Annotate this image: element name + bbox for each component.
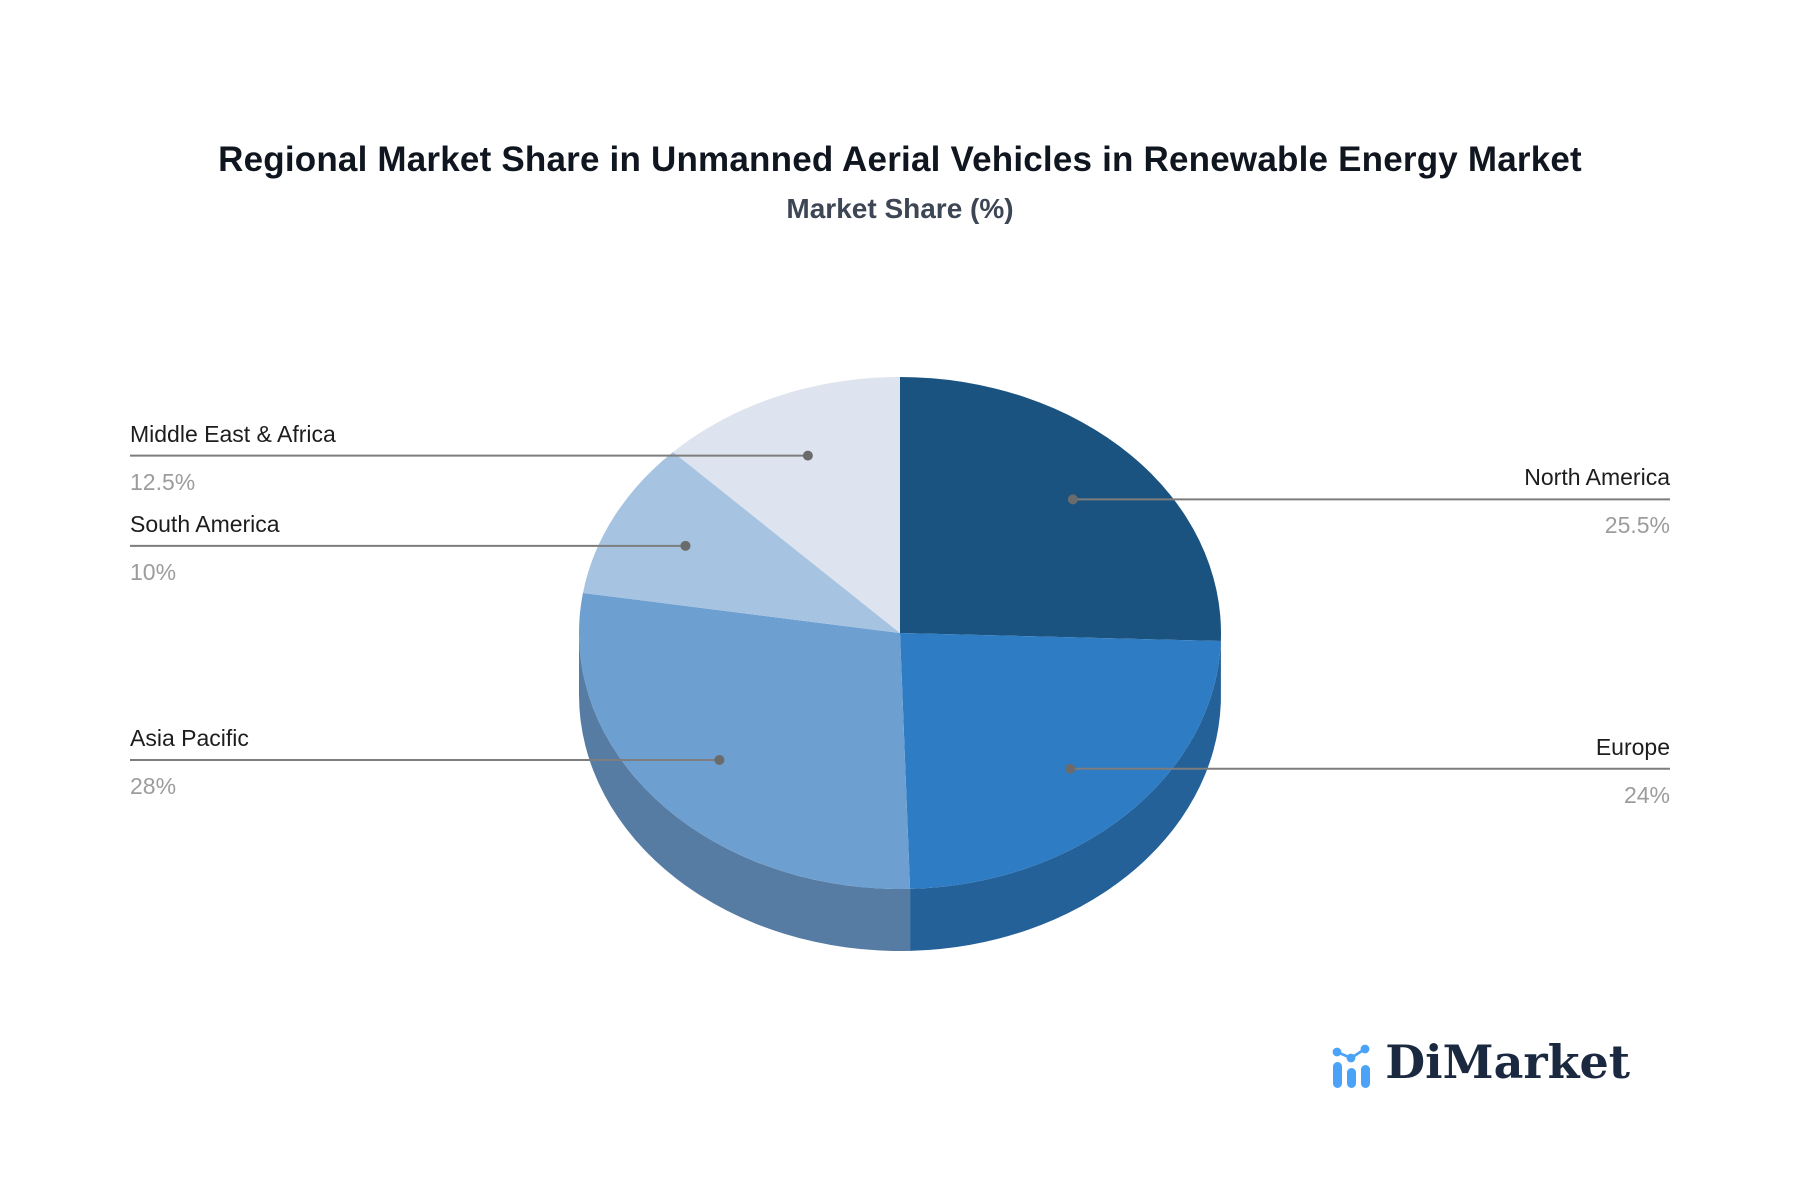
pie-rim-europe	[910, 641, 1221, 951]
label-percent: 25.5%	[1604, 512, 1670, 539]
label-name: Asia Pacific	[130, 724, 249, 751]
label-name: Middle East & Africa	[130, 420, 336, 447]
label-percent: 24%	[1623, 781, 1670, 808]
leader-dot-asia-pacific	[714, 754, 725, 765]
dimarket-logo-text: DiMarket	[1385, 1035, 1630, 1089]
pie-slice-north-america[interactable]	[900, 377, 1221, 642]
chart-title: Regional Market Share in Unmanned Aerial…	[218, 140, 1582, 179]
dimarket-logo: DiMarket	[1331, 1036, 1630, 1088]
pie-slice-south-america[interactable]	[582, 451, 900, 633]
leader-dot-south-america	[680, 540, 691, 551]
dimarket-logo-icon	[1332, 1044, 1371, 1088]
label-percent: 12.5%	[130, 468, 196, 495]
leader-dot-europe	[1065, 763, 1076, 774]
label-name: South America	[130, 510, 280, 537]
label-name: Europe	[1595, 733, 1670, 760]
label-europe: Europe 24%	[1596, 733, 1670, 809]
chart-subtitle: Market Share (%)	[786, 193, 1014, 224]
label-percent: 28%	[130, 772, 177, 799]
leader-dot-middle-east-africa	[802, 450, 813, 461]
pie-slice-europe[interactable]	[900, 633, 1221, 889]
label-asia-pacific: Asia Pacific 28%	[130, 724, 249, 800]
pie-rim-asia-pacific	[579, 633, 911, 951]
label-north-america: North America 25.5%	[1524, 463, 1670, 539]
pie-slice-middle-east-africa[interactable]	[673, 377, 900, 633]
label-name: North America	[1524, 464, 1670, 491]
label-percent: 10%	[130, 558, 177, 585]
leader-dot-north-america	[1067, 494, 1078, 505]
label-middle-east-africa: Middle East & Africa 12.5%	[130, 420, 336, 496]
pie-slice-asia-pacific[interactable]	[578, 592, 911, 889]
label-south-america: South America 10%	[130, 510, 280, 586]
